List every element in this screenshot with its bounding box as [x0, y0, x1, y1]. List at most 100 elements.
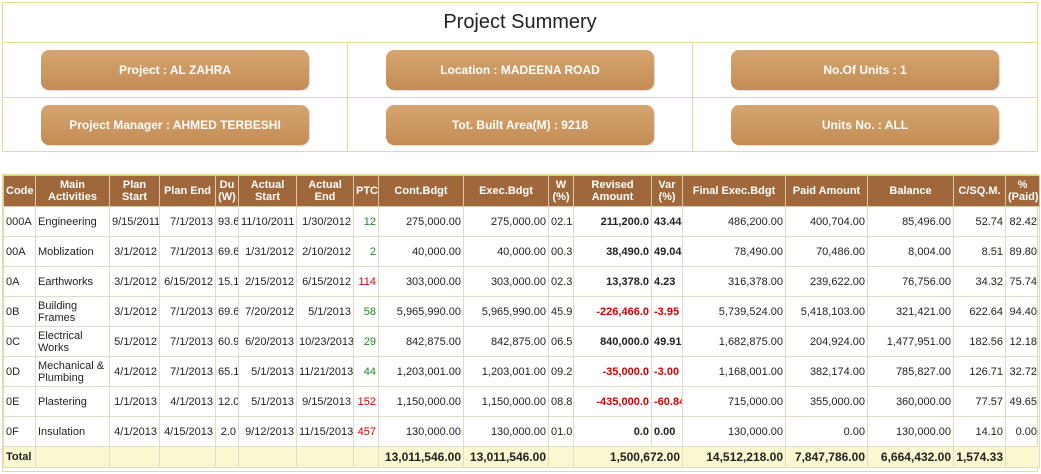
column-header: PTC — [353, 175, 379, 207]
total-final: 14,512,218.00 — [682, 446, 786, 468]
cell-actual-start: 2/15/2012 — [238, 266, 297, 297]
cell-revised-amount: 0.0 — [573, 416, 652, 447]
cell-cont-budget: 1,203,001.00 — [378, 356, 464, 387]
column-header: C/SQ.M. — [953, 175, 1006, 207]
cell-exec-budget: 275,000.00 — [463, 206, 549, 237]
column-header: Plan Start — [109, 175, 160, 207]
cell-percent-paid: 0.00 — [1005, 416, 1040, 447]
project-manager-button[interactable]: Project Manager : AHMED TERBESHI — [41, 105, 309, 145]
table-body: 000A Engineering 9/15/2011 7/1/2013 93.6 11/1… — [3, 206, 1040, 468]
cell-plan-start: 5/1/2012 — [109, 326, 160, 357]
cell-percent-paid: 12.18 — [1005, 326, 1040, 357]
cell-variance: -3.95 — [651, 296, 683, 327]
cell-activity: Mechanical & Plumbing — [35, 356, 110, 387]
cell-paid-amount: 355,000.00 — [785, 386, 868, 417]
cell-plan-start: 4/1/2012 — [109, 356, 160, 387]
cell-actual-start: 5/1/2013 — [238, 386, 297, 417]
cell-plan-end: 4/1/2013 — [159, 386, 216, 417]
column-header: W (%) — [548, 175, 574, 207]
cell-plan-end: 4/15/2013 — [159, 416, 216, 447]
total-empty-cell — [159, 446, 216, 468]
built-area-button[interactable]: Tot. Built Area(M) : 9218 — [386, 105, 654, 145]
cell-balance: 360,000.00 — [867, 386, 954, 417]
table-row[interactable]: 0C Electrical Works 5/1/2012 7/1/2013 60.9 6/… — [3, 326, 1040, 357]
cell-cont-budget: 130,000.00 — [378, 416, 464, 447]
total-paid: 7,847,786.00 — [785, 446, 868, 468]
cell-final-exec-budget: 486,200.00 — [682, 206, 786, 237]
table-row[interactable]: 000A Engineering 9/15/2011 7/1/2013 93.6 11/1… — [3, 206, 1040, 237]
cell-paid-amount: 400,704.00 — [785, 206, 868, 237]
activities-table-container: Code Main Activities Plan Start Plan End Du … — [2, 174, 1040, 472]
column-header: Revised Amount — [573, 175, 652, 207]
location-button[interactable]: Location : MADEENA ROAD — [386, 50, 654, 90]
cell-plan-end: 7/1/2013 — [159, 296, 216, 327]
cell-paid-amount: 0.00 — [785, 416, 868, 447]
cell-paid-amount: 70,486.00 — [785, 236, 868, 267]
cell-plan-end: 7/1/2013 — [159, 236, 216, 267]
cell-duration: 93.6 — [215, 206, 239, 237]
cell-exec-budget: 303,000.00 — [463, 266, 549, 297]
cell-final-exec-budget: 78,490.00 — [682, 236, 786, 267]
cell-final-exec-budget: 715,000.00 — [682, 386, 786, 417]
cell-weight: 02.3 — [548, 266, 574, 297]
project-name-button[interactable]: Project : AL ZAHRA — [41, 50, 309, 90]
table-row[interactable]: 0B Building Frames 3/1/2012 7/1/2013 69.6 7/2… — [3, 296, 1040, 327]
table-row[interactable]: 0D Mechanical & Plumbing 4/1/2012 7/1/2013 6… — [3, 356, 1040, 387]
table-row[interactable]: 0A Earthworks 3/1/2012 6/15/2012 15.1 2/15/20… — [3, 266, 1040, 297]
total-balance: 6,664,432.00 — [867, 446, 954, 468]
cell-final-exec-budget: 130,000.00 — [682, 416, 786, 447]
cell-cost-per-sqm: 8.51 — [953, 236, 1006, 267]
cell-duration: 69.6 — [215, 236, 239, 267]
cell-variance: -60.84 — [651, 386, 683, 417]
cell-exec-budget: 1,203,001.00 — [463, 356, 549, 387]
cell-actual-start: 11/10/2011 — [238, 206, 297, 237]
cell-paid-amount: 204,924.00 — [785, 326, 868, 357]
units-no-button[interactable]: Units No. : ALL — [731, 105, 999, 145]
total-row: Total 13,011,546.00 13,011,546.00 1,500,672… — [3, 446, 1040, 468]
cell-revised-amount: -35,000.0 — [573, 356, 652, 387]
total-cont: 13,011,546.00 — [378, 446, 464, 468]
cell-revised-amount: -226,466.0 — [573, 296, 652, 327]
cell-exec-budget: 40,000.00 — [463, 236, 549, 267]
cell-duration: 12.0 — [215, 386, 239, 417]
cell-duration: 60.9 — [215, 326, 239, 357]
column-header: Du (W) — [215, 175, 239, 207]
column-header: Actual End — [296, 175, 354, 207]
cell-activity: Building Frames — [35, 296, 110, 327]
cell-ptc: 29 — [353, 326, 379, 357]
cell-revised-amount: 38,490.0 — [573, 236, 652, 267]
table-row[interactable]: 0E Plastering 1/1/2013 4/1/2013 12.0 5/1/2013… — [3, 386, 1040, 417]
column-header: Main Activities — [35, 175, 110, 207]
cell-actual-end: 5/1/2013 — [296, 296, 354, 327]
cell-percent-paid: 49.65 — [1005, 386, 1040, 417]
cell-plan-start: 1/1/2013 — [109, 386, 160, 417]
summary-row-2: Project Manager : AHMED TERBESHI Tot. Bu… — [3, 98, 1037, 152]
cell-cont-budget: 40,000.00 — [378, 236, 464, 267]
cell-actual-end: 10/23/2013 — [296, 326, 354, 357]
column-header: Var (%) — [651, 175, 683, 207]
cell-weight: 08.8 — [548, 386, 574, 417]
cell-variance: 43.44 — [651, 206, 683, 237]
cell-percent-paid: 32.72 — [1005, 356, 1040, 387]
cell-balance: 1,477,951.00 — [867, 326, 954, 357]
column-header: Cont.Bdgt — [378, 175, 464, 207]
column-header: Code — [3, 175, 36, 207]
cell-cost-per-sqm: 52.74 — [953, 206, 1006, 237]
cell-weight: 09.2 — [548, 356, 574, 387]
cell-code: 0D — [3, 356, 36, 387]
cell-exec-budget: 842,875.00 — [463, 326, 549, 357]
cell-weight: 45.9 — [548, 296, 574, 327]
units-count-button[interactable]: No.Of Units : 1 — [731, 50, 999, 90]
total-empty-cell — [296, 446, 354, 468]
column-header: Paid Amount — [785, 175, 868, 207]
cell-variance: 49.04 — [651, 236, 683, 267]
column-header: Balance — [867, 175, 954, 207]
table-row[interactable]: 00A Moblization 3/1/2012 7/1/2013 69.6 1/31/2… — [3, 236, 1040, 267]
cell-balance: 130,000.00 — [867, 416, 954, 447]
cell-cost-per-sqm: 622.64 — [953, 296, 1006, 327]
table-row[interactable]: 0F Insulation 4/1/2013 4/15/2013 2.0 9/12/201… — [3, 416, 1040, 447]
total-label: Total — [3, 446, 36, 468]
cell-final-exec-budget: 316,378.00 — [682, 266, 786, 297]
cell-variance: 49.91 — [651, 326, 683, 357]
total-empty-cell — [215, 446, 239, 468]
